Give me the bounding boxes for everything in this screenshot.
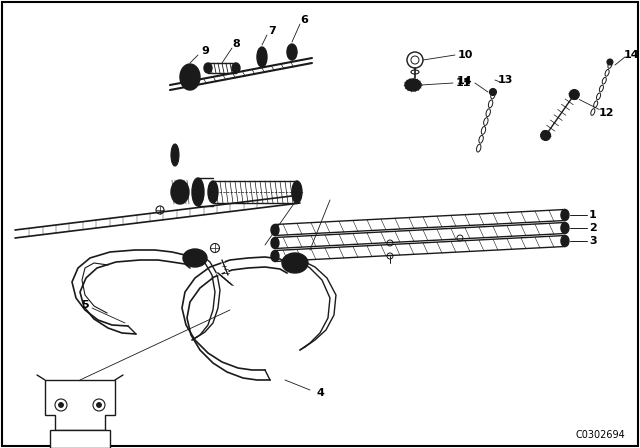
Circle shape bbox=[570, 90, 579, 99]
Circle shape bbox=[607, 59, 613, 65]
Ellipse shape bbox=[257, 47, 267, 67]
Circle shape bbox=[97, 402, 102, 408]
Ellipse shape bbox=[171, 144, 179, 166]
Text: 5: 5 bbox=[81, 300, 89, 310]
Ellipse shape bbox=[271, 237, 279, 249]
Ellipse shape bbox=[208, 181, 218, 203]
Polygon shape bbox=[50, 430, 110, 448]
Text: 9: 9 bbox=[201, 46, 209, 56]
Ellipse shape bbox=[232, 63, 240, 73]
Circle shape bbox=[541, 130, 550, 141]
Ellipse shape bbox=[192, 178, 204, 206]
Ellipse shape bbox=[183, 249, 207, 267]
Text: 14: 14 bbox=[624, 50, 640, 60]
Text: C0302694: C0302694 bbox=[575, 430, 625, 440]
Ellipse shape bbox=[282, 253, 308, 273]
Ellipse shape bbox=[561, 210, 569, 220]
Ellipse shape bbox=[171, 180, 189, 204]
Text: 12: 12 bbox=[598, 108, 614, 117]
Text: 4: 4 bbox=[316, 388, 324, 398]
Text: 10: 10 bbox=[457, 50, 473, 60]
Circle shape bbox=[58, 402, 63, 408]
Ellipse shape bbox=[271, 250, 279, 262]
Text: 14: 14 bbox=[457, 76, 473, 86]
Circle shape bbox=[490, 89, 497, 95]
Text: 3: 3 bbox=[589, 236, 596, 246]
Text: 1: 1 bbox=[589, 210, 597, 220]
Text: 2: 2 bbox=[589, 223, 597, 233]
Text: 13: 13 bbox=[497, 75, 513, 85]
Ellipse shape bbox=[561, 236, 569, 246]
Ellipse shape bbox=[204, 63, 212, 73]
Ellipse shape bbox=[287, 44, 297, 60]
Ellipse shape bbox=[271, 224, 279, 236]
Polygon shape bbox=[45, 380, 115, 430]
Text: 11: 11 bbox=[455, 78, 470, 88]
Text: 6: 6 bbox=[300, 15, 308, 25]
Text: 8: 8 bbox=[232, 39, 240, 49]
Text: 7: 7 bbox=[268, 26, 276, 36]
Ellipse shape bbox=[292, 181, 302, 203]
Ellipse shape bbox=[180, 64, 200, 90]
Ellipse shape bbox=[561, 223, 569, 233]
Ellipse shape bbox=[405, 79, 421, 91]
